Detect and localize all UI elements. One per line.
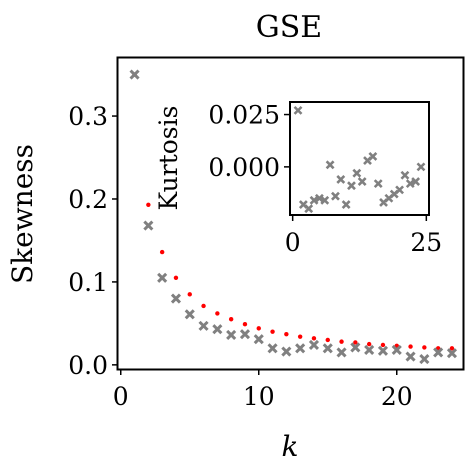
data-point-dot (159, 249, 165, 255)
x-tick-label: 10 (243, 382, 275, 411)
data-point-dot (201, 303, 206, 309)
data-point-dot (270, 329, 275, 334)
data-point-dot (284, 331, 289, 337)
data-point-dot (256, 326, 261, 331)
data-point-cross (331, 191, 340, 201)
inset-y-ticks: 0.000 0.025 (208, 101, 290, 182)
y-axis-label: Skewness (6, 144, 39, 284)
data-point-dot (353, 340, 358, 345)
data-point-cross (433, 347, 444, 358)
data-point-cross (400, 170, 410, 180)
data-point-cross (184, 309, 195, 320)
data-point-dot (325, 337, 330, 343)
data-point-cross (308, 339, 320, 351)
y-tick-label: 0.1 (68, 268, 108, 297)
data-point-cross (373, 179, 383, 189)
data-point-dot (311, 336, 317, 341)
data-point-dot (173, 275, 179, 280)
chart-title: GSE (256, 10, 322, 45)
data-point-cross (253, 334, 264, 345)
data-point-cross (352, 168, 362, 178)
main-x-ticks: 0 10 20 (113, 369, 413, 411)
data-point-dot (187, 292, 192, 297)
main-chart: GSE 0 10 20 0.0 0.1 0.2 0.3 k Skewness (6, 10, 465, 463)
data-point-dot (228, 317, 234, 322)
y-tick-label: 0.2 (68, 185, 108, 214)
data-point-dot (422, 345, 427, 350)
data-point-cross (198, 320, 209, 331)
data-point-cross (391, 344, 402, 355)
inset-y-axis-label: Kurtosis (154, 106, 183, 211)
data-point-cross (212, 324, 223, 335)
data-point-cross (368, 151, 378, 161)
x-tick-label: 0 (113, 382, 129, 411)
data-point-cross (157, 272, 168, 283)
x-tick-label: 25 (410, 228, 442, 257)
inset-background (290, 102, 429, 215)
data-point-cross (239, 329, 251, 340)
data-point-cross (411, 177, 421, 186)
data-point-cross (325, 160, 335, 170)
data-point-cross (143, 220, 154, 231)
data-point-cross (419, 353, 430, 365)
data-point-cross (364, 344, 375, 355)
data-point-dot (297, 334, 303, 339)
x-tick-label: 20 (381, 382, 413, 411)
data-point-dot (408, 344, 413, 349)
data-point-cross (347, 181, 356, 191)
data-point-cross (304, 204, 314, 214)
x-axis-label: k (282, 430, 299, 463)
data-point-dot (366, 341, 372, 347)
main-y-ticks: 0.0 0.1 0.2 0.3 (68, 102, 118, 380)
data-point-cross (395, 185, 405, 195)
data-point-cross (170, 293, 182, 304)
data-point-cross (295, 343, 306, 354)
data-point-cross (350, 342, 361, 353)
y-tick-label: 0.3 (68, 102, 108, 131)
data-point-cross (341, 200, 351, 209)
data-point-cross (267, 343, 278, 354)
data-point-cross (309, 195, 319, 205)
y-tick-label: 0.0 (68, 351, 108, 380)
data-point-dot (215, 311, 220, 316)
data-point-dot (242, 322, 248, 327)
data-point-cross (320, 195, 330, 205)
data-point-cross (226, 329, 237, 341)
data-point-cross (405, 179, 415, 189)
data-point-dot (380, 342, 386, 348)
data-point-dot (339, 339, 344, 344)
data-point-dot (449, 346, 455, 351)
data-point-cross (446, 348, 458, 359)
y-tick-label: 0.025 (208, 101, 280, 130)
data-point-cross (405, 351, 416, 362)
x-tick-label: 0 (285, 228, 301, 257)
main-plot-frame (116, 56, 465, 371)
inset-series-layer (293, 105, 426, 214)
data-point-cross (416, 162, 426, 172)
data-point-dot (146, 202, 151, 207)
data-point-cross (322, 343, 333, 354)
data-point-cross (281, 346, 292, 357)
data-point-cross (293, 105, 303, 115)
data-point-cross (336, 175, 346, 184)
data-point-cross (129, 69, 140, 80)
inset-chart: 0 25 0.000 0.025 Kurtosis (154, 101, 442, 257)
main-series-layer (129, 69, 458, 365)
data-point-cross (357, 177, 367, 186)
data-point-cross (377, 345, 389, 356)
inset-plot-frame (289, 101, 430, 216)
inset-x-ticks: 0 25 (285, 215, 442, 257)
data-point-cross (314, 193, 324, 203)
data-point-cross (336, 347, 347, 358)
y-tick-label: 0.000 (208, 153, 280, 182)
